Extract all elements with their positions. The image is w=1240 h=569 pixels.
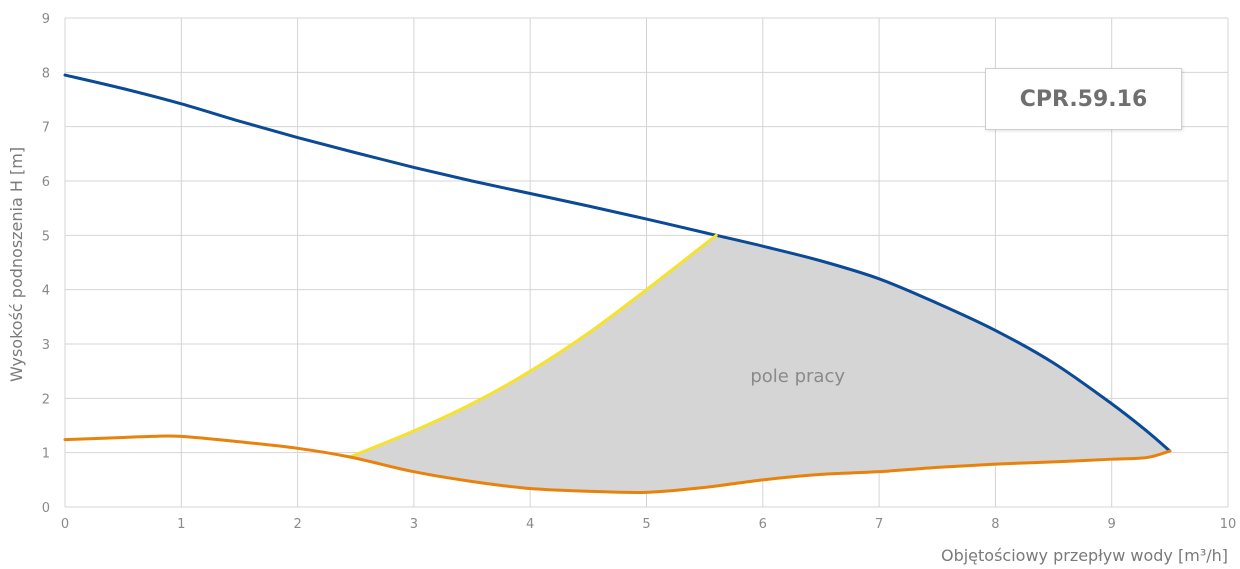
- min-head-curve: [63, 434, 1172, 495]
- x-axis-title: Objętościowy przepływ wody [m³/h]: [941, 546, 1228, 565]
- y-tick-labels: 0 1 2 3 4 5 6 7 8 9: [42, 12, 50, 516]
- x-tick-label: 3: [410, 517, 418, 532]
- max-head-curve: [63, 73, 1172, 453]
- model-label-box: CPR.59.16: [985, 68, 1182, 130]
- y-tick-label: 2: [42, 392, 50, 407]
- y-tick-label: 6: [42, 175, 50, 190]
- y-tick-label: 8: [42, 66, 50, 81]
- x-tick-label: 2: [293, 517, 301, 532]
- x-tick-label: 4: [526, 517, 534, 532]
- x-tick-label: 6: [759, 517, 767, 532]
- work-area-label: pole pracy: [750, 366, 845, 387]
- x-tick-label: 5: [642, 517, 650, 532]
- x-tick-label: 0: [61, 517, 69, 532]
- min-flow-boundary-curve: [348, 233, 718, 459]
- y-tick-label: 4: [42, 284, 50, 299]
- series-lines: [63, 73, 1172, 495]
- y-tick-label: 0: [42, 501, 50, 516]
- y-tick-label: 3: [42, 338, 50, 353]
- x-tick-label: 7: [875, 517, 883, 532]
- y-tick-label: 1: [42, 447, 50, 462]
- x-tick-label: 10: [1220, 517, 1237, 532]
- y-tick-label: 9: [42, 12, 50, 27]
- y-tick-label: 7: [42, 121, 50, 136]
- y-axis-title: Wysokość podnoszenia H [m]: [7, 147, 26, 382]
- x-tick-label: 1: [177, 517, 185, 532]
- x-tick-labels: 0 1 2 3 4 5 6 7 8 9 10: [61, 517, 1236, 532]
- y-tick-label: 5: [42, 229, 50, 244]
- x-tick-label: 9: [1108, 517, 1116, 532]
- x-tick-label: 8: [991, 517, 999, 532]
- work-area-region: [349, 235, 1170, 493]
- model-label: CPR.59.16: [1019, 86, 1148, 112]
